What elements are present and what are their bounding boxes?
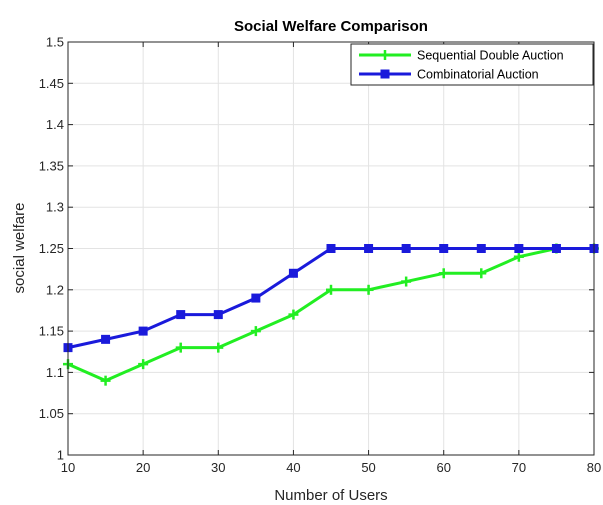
data-point-sequential-double-auction [326, 284, 336, 295]
x-tick-label: 30 [211, 460, 225, 475]
tick-layer: 10 20 30 40 50 60 70 80 1 1.05 1.1 1.15 1.2 1.25 1.3 1.… [39, 35, 602, 476]
data-point-sequential-double-auction [476, 268, 487, 279]
series-combinatorial-auction [63, 244, 599, 353]
data-point-combinatorial-auction [213, 310, 223, 320]
data-point-sequential-double-auction [288, 309, 299, 320]
y-axis-label: social welfare [11, 203, 28, 294]
x-tick-label: 70 [512, 460, 526, 475]
legend-box [350, 43, 594, 86]
x-tick-label: 50 [361, 460, 375, 475]
data-point-combinatorial-auction [551, 244, 561, 253]
data-point-combinatorial-auction [476, 244, 486, 253]
y-tick-label: 1.2 [46, 282, 64, 297]
data-point-sequential-double-auction [100, 375, 111, 386]
plot-frame [67, 41, 595, 456]
x-tick-label: 40 [286, 460, 300, 475]
legend-entries: Sequential Double Auction Combinatorial A… [359, 49, 564, 82]
data-point-combinatorial-auction [364, 244, 374, 253]
data-point-combinatorial-auction [439, 244, 449, 253]
data-point-combinatorial-auction [138, 326, 148, 336]
data-point-combinatorial-auction [401, 244, 411, 253]
y-tick-label: 1.05 [39, 406, 64, 421]
y-tick-label: 1 [57, 448, 64, 463]
x-tick-label: 10 [61, 460, 75, 475]
y-tick-label: 1.1 [46, 365, 64, 380]
data-point-combinatorial-auction [101, 334, 111, 344]
data-point-combinatorial-auction [288, 268, 298, 278]
data-point-combinatorial-auction [326, 244, 336, 253]
data-point-sequential-double-auction [401, 276, 412, 287]
x-tick-label: 80 [587, 460, 601, 475]
x-axis-label: Number of Users [274, 487, 387, 504]
data-point-sequential-double-auction [363, 284, 374, 295]
x-tick-label: 60 [436, 460, 450, 475]
data-point-sequential-double-auction [213, 342, 224, 353]
legend-label: Sequential Double Auction [417, 49, 564, 63]
y-tick-label: 1.35 [39, 158, 64, 173]
legend-item-sequential-double-auction: Sequential Double Auction [359, 49, 564, 63]
data-point-sequential-double-auction [438, 268, 449, 279]
legend-swatch-marker [380, 69, 390, 79]
data-point-sequential-double-auction [513, 251, 524, 262]
legend-item-combinatorial-auction: Combinatorial Auction [359, 68, 539, 82]
y-tick-label: 1.45 [39, 76, 64, 91]
y-tick-label: 1.25 [39, 241, 64, 256]
legend-swatch-marker [380, 50, 390, 60]
data-point-sequential-double-auction [250, 326, 261, 337]
chart-title: Social Welfare Comparison [234, 18, 428, 35]
legend-label: Combinatorial Auction [417, 68, 539, 82]
y-tick-label: 1.15 [39, 324, 64, 339]
y-tick-label: 1.4 [46, 117, 64, 132]
data-point-combinatorial-auction [251, 293, 261, 303]
y-tick-label: 1.3 [46, 200, 64, 215]
data-point-sequential-double-auction [175, 342, 186, 353]
data-point-sequential-double-auction [138, 359, 149, 370]
y-tick-label: 1.5 [46, 35, 64, 50]
data-point-combinatorial-auction [514, 244, 524, 253]
data-point-combinatorial-auction [176, 310, 186, 320]
series-layer [63, 243, 599, 386]
legend: Sequential Double Auction Combinatorial A… [350, 43, 594, 86]
x-tick-label: 20 [136, 460, 150, 475]
